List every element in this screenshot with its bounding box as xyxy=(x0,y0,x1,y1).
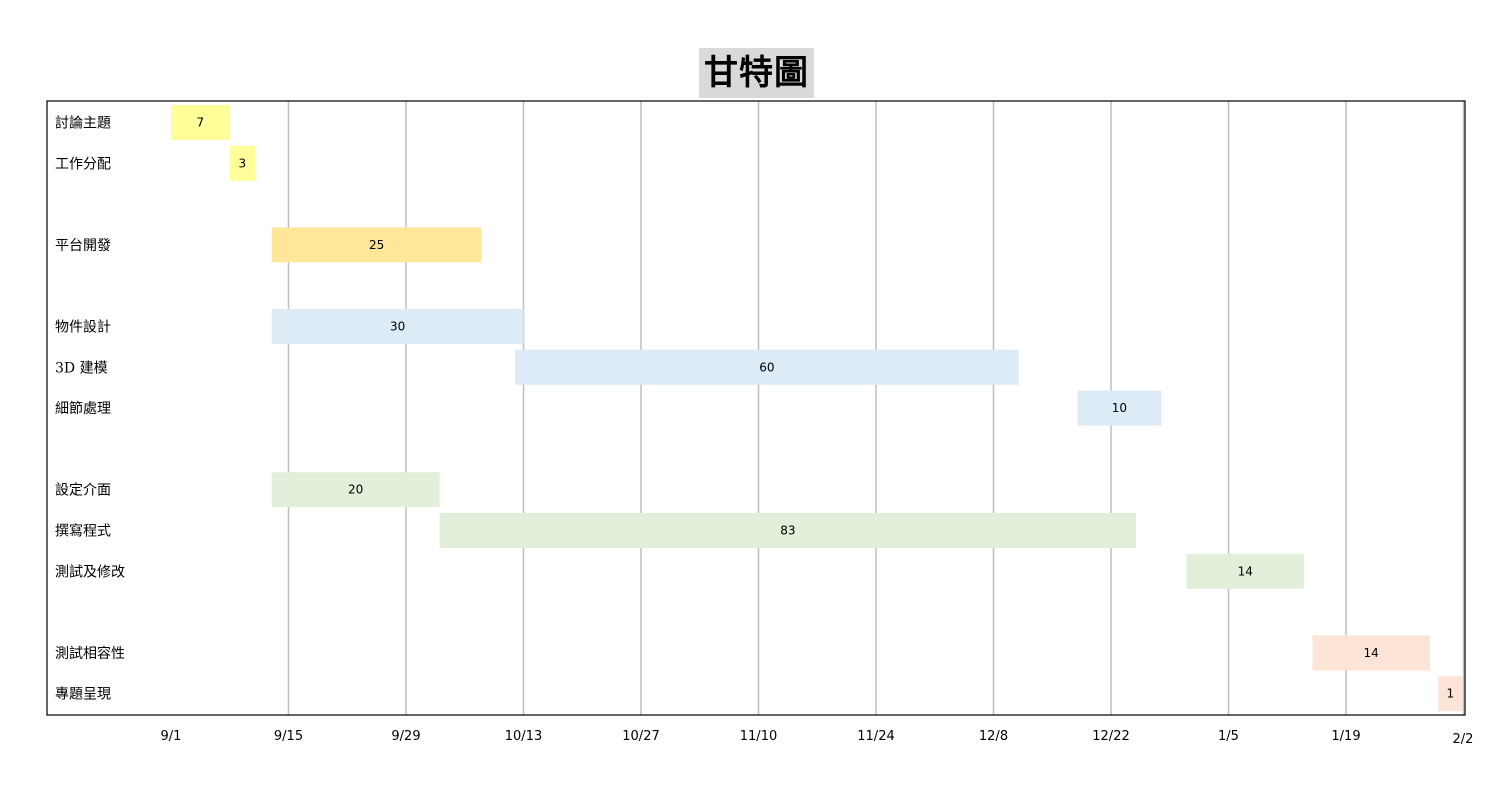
task-label: 撰寫程式 xyxy=(55,523,111,540)
task-label: 專題呈現 xyxy=(55,687,111,703)
task-bars: 7 3 25 30 60 10 20 83 14 14 1 xyxy=(171,105,1463,712)
task-bar xyxy=(1438,676,1463,712)
task-bar xyxy=(229,145,255,181)
task-bar xyxy=(1312,635,1430,671)
task-duration-label: 14 xyxy=(1238,564,1253,578)
task-bar xyxy=(171,105,230,140)
x-tick-label: 2/2 xyxy=(1453,732,1474,747)
x-tick-label: 11/24 xyxy=(857,729,894,744)
x-tick-label: 9/1 xyxy=(161,729,182,744)
task-bar xyxy=(271,472,440,508)
task-duration-label: 7 xyxy=(197,116,205,130)
x-tick-label: 9/29 xyxy=(391,729,420,744)
x-tick-label: 10/13 xyxy=(505,729,542,744)
task-duration-label: 14 xyxy=(1364,646,1379,660)
task-label: 3D 建模 xyxy=(55,360,108,376)
task-duration-label: 30 xyxy=(390,320,405,334)
task-label: 平台開發 xyxy=(55,238,111,254)
task-duration-label: 1 xyxy=(1447,687,1455,701)
task-bar xyxy=(439,513,1137,548)
task-bar xyxy=(271,309,524,344)
task-duration-label: 25 xyxy=(369,238,384,252)
chart-title: 甘特圖 xyxy=(699,48,814,98)
task-bar xyxy=(1077,390,1162,426)
task-duration-label: 60 xyxy=(759,360,774,374)
task-bar xyxy=(271,227,482,263)
task-label: 工作分配 xyxy=(55,156,111,172)
plot-area-border xyxy=(46,100,1466,716)
x-tick-label: 10/27 xyxy=(622,729,659,744)
grid-lines xyxy=(287,101,1465,715)
task-duration-label: 10 xyxy=(1112,401,1127,415)
task-label: 測試相容性 xyxy=(55,645,125,662)
task-duration-label: 20 xyxy=(348,483,363,497)
task-label: 物件設計 xyxy=(55,320,111,336)
x-tick-label: 11/10 xyxy=(740,729,777,744)
x-axis-ticks: 9/1 9/15 9/29 10/13 10/27 11/10 11/24 12/8 12/22… xyxy=(161,729,1474,747)
x-tick-label: 9/15 xyxy=(274,729,303,744)
task-label: 討論主題 xyxy=(55,116,111,132)
task-bar xyxy=(515,349,1019,385)
task-bar xyxy=(1186,553,1305,589)
task-label: 測試及修改 xyxy=(55,564,125,580)
task-label: 設定介面 xyxy=(55,483,111,499)
task-label: 細節處理 xyxy=(55,400,111,417)
x-tick-label: 1/5 xyxy=(1218,729,1239,744)
x-tick-label: 12/22 xyxy=(1092,729,1129,744)
task-duration-label: 83 xyxy=(780,524,795,538)
task-duration-label: 3 xyxy=(239,156,247,170)
x-tick-label: 1/19 xyxy=(1331,729,1360,744)
x-tick-label: 12/8 xyxy=(979,729,1008,744)
